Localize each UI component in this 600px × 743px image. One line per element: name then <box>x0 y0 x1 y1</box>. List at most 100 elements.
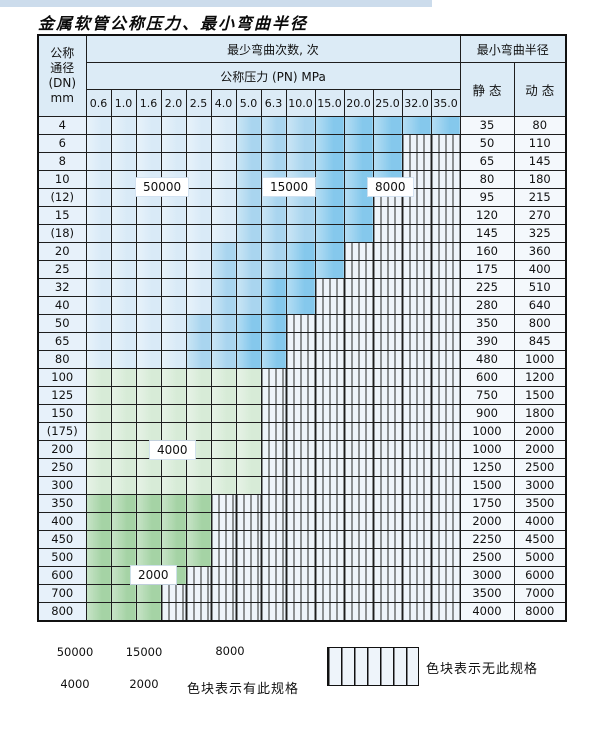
spec-cell-50000 <box>110 296 137 315</box>
static-radius-cell: 1500 <box>459 476 515 495</box>
table-row-dn-600: 600 3000 6000 <box>37 566 567 585</box>
spec-cell-15000 <box>260 116 287 135</box>
spec-cell-8000 <box>314 206 345 225</box>
spec-cell-15000 <box>260 224 287 243</box>
spec-cell-50000 <box>135 152 162 171</box>
spec-cell-4000 <box>85 458 112 477</box>
spec-cell-4000 <box>135 404 162 423</box>
spec-cell-15000 <box>260 152 287 171</box>
no-spec-cell <box>401 242 432 261</box>
no-spec-cell <box>343 260 374 279</box>
spec-cell-50000 <box>135 314 162 333</box>
spec-cell-4000 <box>235 440 262 459</box>
dynamic-radius-cell: 360 <box>513 242 567 261</box>
no-spec-cell <box>372 440 403 459</box>
table-row-dn-150: 150 900 1800 <box>37 404 567 423</box>
no-spec-cell <box>430 404 461 423</box>
spec-cell-50000 <box>185 224 212 243</box>
dynamic-radius-cell: 3500 <box>513 494 567 513</box>
no-spec-cell <box>401 332 432 351</box>
no-spec-cell <box>401 206 432 225</box>
no-spec-cell <box>314 476 345 495</box>
spec-cell-50000 <box>185 152 212 171</box>
spec-cell-50000 <box>110 116 137 135</box>
no-spec-cell <box>372 458 403 477</box>
spec-cell-2000 <box>110 494 137 513</box>
spec-cell-15000 <box>260 242 287 261</box>
spec-cell-4000 <box>210 404 237 423</box>
static-radius-cell: 390 <box>459 332 515 351</box>
spec-cell-8000 <box>285 296 316 315</box>
spec-cell-2000 <box>160 548 187 567</box>
dn-value-cell: 40 <box>37 296 87 315</box>
no-spec-cell <box>430 602 461 622</box>
no-spec-cell <box>343 422 374 441</box>
no-spec-cell <box>314 566 345 585</box>
legend-swatch-label: 4000 <box>52 676 98 692</box>
spec-cell-4000 <box>210 476 237 495</box>
no-spec-cell <box>285 314 316 333</box>
no-spec-cell <box>430 440 461 459</box>
no-spec-cell <box>210 512 237 531</box>
spec-cell-4000 <box>185 476 212 495</box>
spec-cell-4000 <box>210 368 237 387</box>
static-radius-cell: 1250 <box>459 458 515 477</box>
no-spec-cell <box>260 386 287 405</box>
no-spec-cell <box>430 332 461 351</box>
dynamic-radius-cell: 180 <box>513 170 567 189</box>
region-label-15000: 15000 <box>263 178 316 196</box>
table-row-dn-4: 4 35 80 <box>37 116 567 135</box>
spec-cell-8000 <box>260 296 287 315</box>
dynamic-radius-cell: 5000 <box>513 548 567 567</box>
no-spec-cell <box>343 602 374 622</box>
spec-cell-8000 <box>314 116 345 135</box>
spec-cell-2000 <box>110 512 137 531</box>
spec-cell-2000 <box>135 584 162 603</box>
dn-value-cell: 300 <box>37 476 87 495</box>
legend-swatch-4000: 4000 <box>48 671 102 697</box>
spec-cell-2000 <box>185 548 212 567</box>
spec-cell-15000 <box>235 224 262 243</box>
spec-cell-50000 <box>85 134 112 153</box>
spec-cell-4000 <box>185 404 212 423</box>
dynamic-radius-cell: 400 <box>513 260 567 279</box>
no-spec-cell <box>430 476 461 495</box>
table-wrapper: 公称 通径 (DN) mm 最少弯曲次数, 次 最小弯曲半径 公称压力 (PN) MP… <box>37 34 567 622</box>
spec-cell-2000 <box>85 602 112 622</box>
no-spec-cell <box>285 476 316 495</box>
static-radius-cell: 35 <box>459 116 515 135</box>
dn-value-cell: 6 <box>37 134 87 153</box>
dynamic-radius-cell: 2500 <box>513 458 567 477</box>
no-spec-cell <box>430 134 461 153</box>
no-spec-cell <box>314 512 345 531</box>
dn-value-cell: 400 <box>37 512 87 531</box>
spec-cell-4000 <box>235 422 262 441</box>
no-spec-cell <box>285 548 316 567</box>
spec-cell-2000 <box>160 494 187 513</box>
no-spec-cell <box>430 566 461 585</box>
no-spec-cell <box>185 584 212 603</box>
table-row-dn-32: 32 225 510 <box>37 278 567 297</box>
spec-cell-50000 <box>85 188 112 207</box>
spec-cell-15000 <box>235 296 262 315</box>
dn-value-cell: 65 <box>37 332 87 351</box>
table-row-dn-350: 350 1750 3500 <box>37 494 567 513</box>
no-spec-cell <box>260 440 287 459</box>
spec-cell-50000 <box>85 206 112 225</box>
spec-cell-50000 <box>110 224 137 243</box>
no-spec-cell <box>401 476 432 495</box>
no-spec-cell <box>210 584 237 603</box>
no-spec-cell <box>314 530 345 549</box>
no-spec-cell <box>401 584 432 603</box>
no-spec-cell <box>401 566 432 585</box>
table-row-dn-8: 8 65 145 <box>37 152 567 171</box>
no-spec-cell <box>314 296 345 315</box>
no-spec-cell <box>401 152 432 171</box>
spec-cell-4000 <box>110 458 137 477</box>
spec-cell-4000 <box>160 458 187 477</box>
spec-cell-4000 <box>110 368 137 387</box>
spec-cell-4000 <box>185 422 212 441</box>
spec-cell-15000 <box>285 152 316 171</box>
no-spec-cell <box>285 386 316 405</box>
spec-cell-50000 <box>85 296 112 315</box>
